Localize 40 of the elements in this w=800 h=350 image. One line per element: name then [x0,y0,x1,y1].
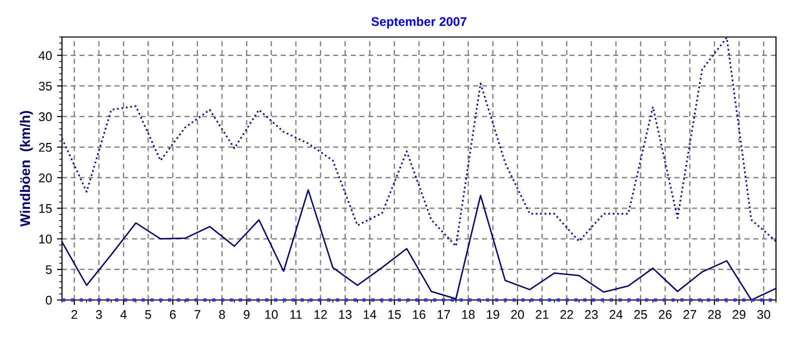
x-tick-label: 6 [170,310,176,319]
x-tick-label: 24 [610,310,623,319]
x-tick-label: 30 [757,310,770,319]
x-tick-label: 16 [413,310,426,319]
y-tick-label: 30 [38,112,52,122]
x-tick-label: 12 [314,310,327,319]
x-tick-label: 5 [145,310,152,319]
x-tick-label: 27 [684,310,696,319]
y-tick-label: 35 [38,82,52,91]
x-tick-label: 25 [634,310,648,319]
y-axis-title: Windböen (km/h) [20,111,33,227]
y-tick-label: 10 [39,234,52,244]
x-tick-label: 17 [438,310,450,319]
x-tick-label: 4 [120,310,127,319]
y-tick-label: 5 [46,265,52,274]
y-tick-label: 20 [39,173,52,182]
x-tick-label: 10 [265,310,278,319]
x-tick-label: 3 [96,310,102,319]
x-tick-label: 19 [486,310,500,319]
x-tick-label: 22 [560,310,574,319]
x-tick-label: 26 [658,310,672,319]
y-tick-label: 40 [38,51,52,60]
x-tick-label: 8 [219,310,225,319]
x-tick-label: 20 [511,310,524,319]
x-tick-label: 9 [244,310,250,319]
x-tick-label: 29 [732,310,746,319]
chart-title: September 2007 [371,16,466,28]
x-tick-label: 13 [339,310,352,319]
x-tick-label: 7 [194,310,200,319]
x-tick-label: 21 [536,310,548,319]
x-tick-label: 2 [71,310,78,319]
x-tick-label: 11 [290,310,302,319]
y-tick-label: 0 [46,296,52,305]
y-tick-label: 25 [39,142,52,152]
x-tick-label: 14 [364,310,376,319]
x-tick-label: 15 [388,310,401,319]
y-tick-label: 15 [39,204,52,213]
x-tick-label: 28 [708,310,721,319]
x-tick-label: 18 [462,310,475,319]
x-tick-label: 23 [585,310,598,319]
